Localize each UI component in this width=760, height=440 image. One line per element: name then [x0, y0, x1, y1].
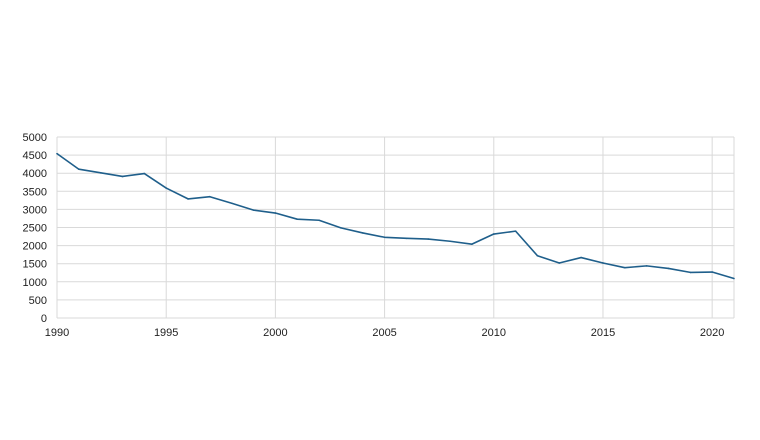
y-tick-label: 0 — [41, 313, 47, 325]
data-point — [536, 254, 539, 257]
x-tick-label: 1990 — [45, 327, 69, 339]
x-tick-label: 2000 — [263, 327, 287, 339]
data-point — [558, 262, 561, 264]
data-point — [471, 243, 473, 245]
x-tick-label: 2015 — [591, 327, 615, 339]
data-point — [56, 152, 58, 155]
y-tick-label: 1500 — [23, 259, 47, 271]
data-point — [121, 175, 124, 178]
data-point — [78, 168, 80, 171]
data-point — [252, 209, 255, 211]
data-point — [296, 218, 299, 220]
y-axis-ticks: 0 500 1000 1500 2000 2500 3000 3500 4000 4500 5000 — [23, 132, 47, 325]
data-point — [340, 227, 342, 229]
y-tick-label: 4000 — [23, 168, 47, 180]
data-point — [580, 256, 582, 259]
data-point — [667, 267, 670, 270]
data-point — [99, 172, 102, 174]
data-point — [449, 240, 451, 243]
data-point — [274, 212, 277, 214]
data-point — [689, 271, 692, 274]
y-tick-label: 3000 — [23, 204, 47, 216]
x-axis-ticks: 1990 1995 2000 2005 2010 2015 2020 — [45, 327, 725, 339]
data-point — [209, 195, 211, 198]
data-point — [711, 271, 713, 273]
y-tick-label: 1000 — [23, 277, 47, 289]
data-point — [361, 232, 364, 234]
y-tick-label: 5000 — [23, 132, 47, 144]
data-point — [602, 262, 604, 264]
y-tick-label: 4500 — [23, 150, 47, 162]
data-point — [492, 233, 495, 235]
data-point — [405, 237, 408, 240]
x-tick-label: 2005 — [372, 327, 396, 339]
x-tick-label: 1995 — [154, 327, 178, 339]
series-line — [56, 152, 735, 280]
x-tick-label: 2010 — [482, 327, 506, 339]
y-tick-label: 3500 — [23, 186, 47, 198]
data-point — [514, 230, 517, 232]
data-point — [165, 187, 167, 189]
y-tick-label: 2000 — [23, 241, 47, 253]
data-point — [187, 198, 189, 200]
grid-lines — [56, 136, 735, 319]
data-point — [230, 202, 233, 205]
data-point — [427, 238, 430, 240]
y-tick-label: 500 — [29, 295, 47, 307]
data-point — [624, 266, 626, 269]
y-tick-label: 2500 — [23, 223, 47, 235]
x-tick-label: 2020 — [700, 327, 724, 339]
data-point — [645, 265, 648, 267]
series-group — [56, 152, 735, 280]
data-point — [318, 219, 320, 222]
data-point — [383, 236, 386, 239]
data-point — [143, 172, 146, 175]
data-point — [733, 277, 735, 280]
